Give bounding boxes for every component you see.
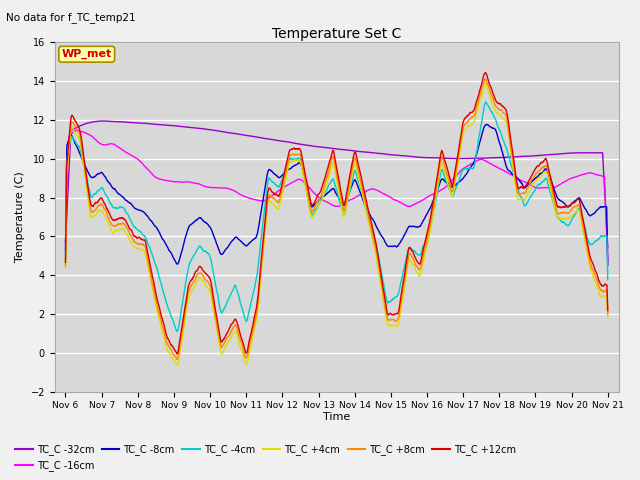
- Y-axis label: Temperature (C): Temperature (C): [15, 171, 25, 262]
- Text: WP_met: WP_met: [61, 49, 112, 60]
- Text: No data for f_TC_temp21: No data for f_TC_temp21: [6, 12, 136, 23]
- X-axis label: Time: Time: [323, 412, 350, 422]
- Title: Temperature Set C: Temperature Set C: [272, 27, 401, 41]
- Legend: TC_C -32cm, TC_C -16cm, TC_C -8cm, TC_C -4cm, TC_C +4cm, TC_C +8cm, TC_C +12cm: TC_C -32cm, TC_C -16cm, TC_C -8cm, TC_C …: [12, 441, 520, 475]
